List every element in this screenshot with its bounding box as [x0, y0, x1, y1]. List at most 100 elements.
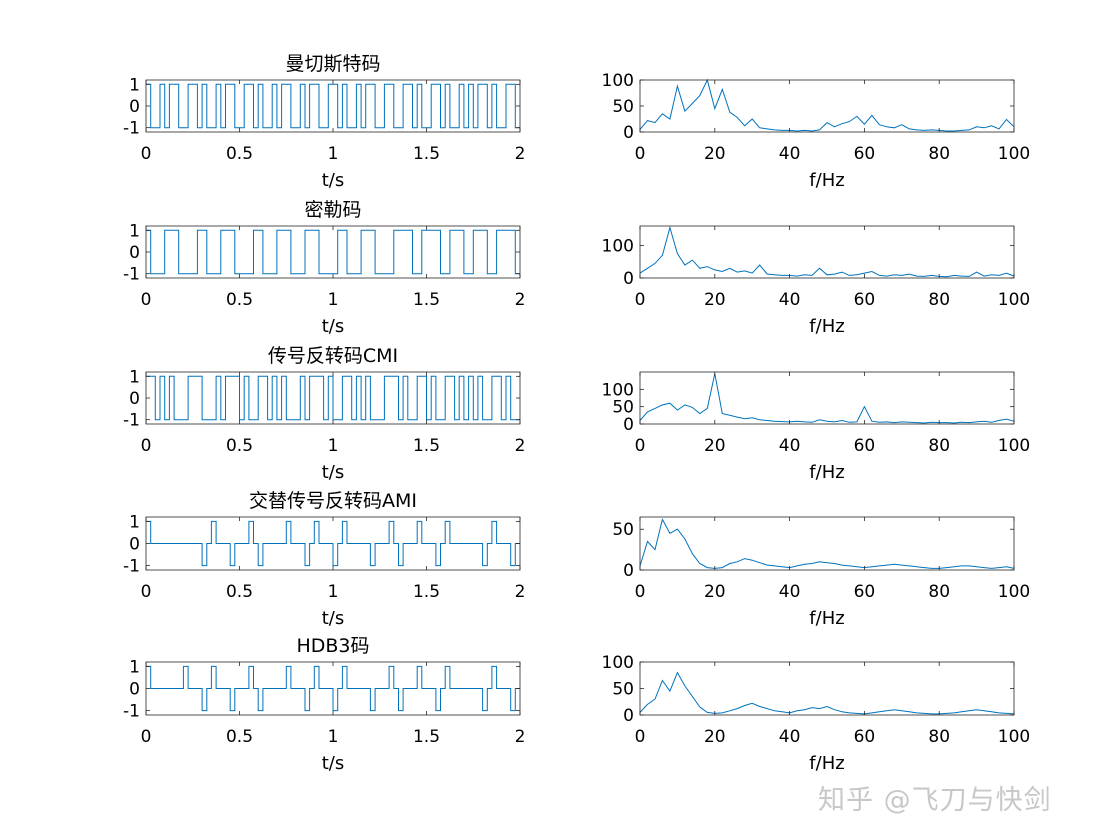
x-tick-label: 100 — [998, 727, 1030, 747]
y-tick-label: 100 — [602, 71, 634, 91]
x-tick-label: 20 — [704, 144, 726, 164]
x-tick-label: 100 — [998, 436, 1030, 456]
y-tick-label: 50 — [612, 97, 634, 117]
y-tick-label: 0 — [129, 535, 140, 555]
x-tick-label: 100 — [998, 582, 1030, 602]
subplot-title: 传号反转码CMI — [268, 345, 398, 367]
x-tick-label: 1 — [328, 727, 339, 747]
x-tick-label: 0 — [635, 290, 646, 310]
x-tick-label: 40 — [779, 582, 801, 602]
x-tick-label: 20 — [704, 290, 726, 310]
watermark-text: 知乎 @飞刀与快剑 — [818, 785, 1052, 816]
x-tick-label: 80 — [928, 290, 950, 310]
x-tick-label: 100 — [998, 144, 1030, 164]
x-tick-label: 1 — [328, 290, 339, 310]
x-tick-label: 40 — [779, 290, 801, 310]
x-tick-label: 1 — [328, 144, 339, 164]
x-axis-label: f/Hz — [809, 462, 844, 483]
x-tick-label: 80 — [928, 582, 950, 602]
series-line — [639, 225, 1015, 278]
x-tick-label: 80 — [928, 144, 950, 164]
y-tick-label: -1 — [123, 265, 140, 285]
x-tick-label: 20 — [704, 582, 726, 602]
x-tick-label: 60 — [854, 436, 876, 456]
y-tick-label: 50 — [612, 680, 634, 700]
x-tick-label: 60 — [854, 144, 876, 164]
y-tick-label: 100 — [602, 237, 634, 257]
x-axis-label: f/Hz — [809, 316, 844, 337]
x-axis-label: f/Hz — [809, 753, 844, 774]
y-tick-label: 0 — [129, 97, 140, 117]
x-tick-label: 20 — [704, 436, 726, 456]
x-tick-label: 2 — [515, 582, 526, 602]
series-line — [146, 229, 520, 275]
x-tick-label: 40 — [779, 727, 801, 747]
x-tick-label: 1.5 — [413, 290, 440, 310]
y-tick-label: 1 — [129, 512, 140, 532]
x-tick-label: 0.5 — [226, 582, 253, 602]
x-axis-label: t/s — [322, 462, 345, 483]
y-tick-label: 0 — [623, 123, 634, 143]
x-tick-label: 2 — [515, 436, 526, 456]
y-tick-label: 100 — [602, 380, 634, 400]
y-tick-label: 100 — [602, 653, 634, 673]
x-tick-label: 1.5 — [413, 436, 440, 456]
y-tick-label: 50 — [612, 398, 634, 418]
y-tick-label: -1 — [123, 411, 140, 431]
y-tick-label: -1 — [123, 119, 140, 139]
subplot-title: HDB3码 — [296, 635, 369, 657]
series-line — [146, 520, 520, 567]
axes-box — [639, 516, 1015, 571]
x-tick-label: 1.5 — [413, 144, 440, 164]
series-line — [639, 373, 1015, 424]
x-tick-label: 60 — [854, 727, 876, 747]
series-line — [146, 83, 520, 129]
subplot-title: 密勒码 — [304, 199, 361, 221]
x-tick-label: 1 — [328, 436, 339, 456]
y-tick-label: 0 — [129, 680, 140, 700]
y-tick-label: 0 — [623, 561, 634, 581]
x-tick-label: 1.5 — [413, 727, 440, 747]
x-tick-label: 0.5 — [226, 144, 253, 164]
x-axis-label: f/Hz — [809, 608, 844, 629]
axes-box — [639, 661, 1015, 716]
y-tick-label: 1 — [129, 221, 140, 241]
subplot-title: 交替传号反转码AMI — [249, 490, 417, 512]
y-tick-label: 1 — [129, 657, 140, 677]
series-line — [146, 665, 520, 712]
y-tick-label: 0 — [129, 389, 140, 409]
x-tick-label: 40 — [779, 436, 801, 456]
x-tick-label: 40 — [779, 144, 801, 164]
y-tick-label: 50 — [612, 520, 634, 540]
series-line — [639, 78, 1015, 132]
subplot-title: 曼切斯特码 — [285, 53, 380, 75]
subplot-7: 0 0.5 1 1.5 2 -10 1 t/s 交替传号反转码AMI — [123, 490, 525, 629]
y-tick-label: 1 — [129, 75, 140, 95]
x-tick-label: 1 — [328, 582, 339, 602]
axes-box — [639, 225, 1015, 279]
x-tick-label: 80 — [928, 436, 950, 456]
y-tick-label: 0 — [623, 269, 634, 289]
y-tick-label: -1 — [123, 702, 140, 722]
x-axis-label: t/s — [322, 753, 345, 774]
x-tick-label: 0.5 — [226, 290, 253, 310]
y-tick-label: 1 — [129, 367, 140, 387]
y-tick-label: 0 — [623, 415, 634, 435]
x-tick-label: 0.5 — [226, 436, 253, 456]
x-tick-label: 80 — [928, 727, 950, 747]
series-line — [639, 671, 1015, 715]
subplot-10: 0 20 40 60 80 100 0 50 100 f/Hz — [602, 653, 1031, 774]
x-tick-label: 0 — [141, 582, 152, 602]
series-line — [639, 518, 1015, 569]
x-tick-label: 2 — [515, 290, 526, 310]
y-tick-label: 0 — [623, 706, 634, 726]
axes-box — [639, 371, 1015, 425]
subplot-2: 0 20 40 60 80 100 0 50 100 f/Hz — [602, 71, 1031, 191]
x-tick-label: 100 — [998, 290, 1030, 310]
x-tick-label: 0.5 — [226, 727, 253, 747]
